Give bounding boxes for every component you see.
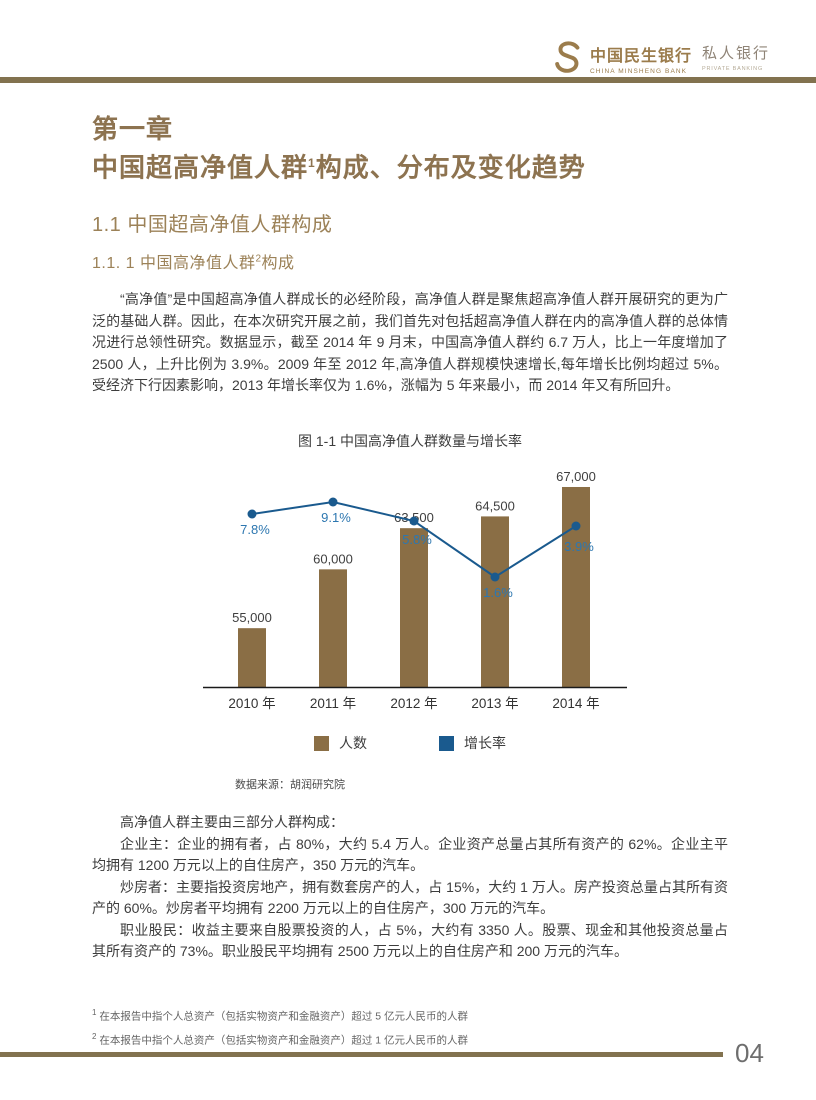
division-name: 私人银行 PRIVATE BANKING <box>702 42 770 72</box>
x-tick-label: 2014 年 <box>552 696 599 711</box>
body-text: 高净值人群主要由三部分人群构成： 企业主：企业的拥有者，占 80%，大约 5.4… <box>92 812 728 963</box>
intro-paragraph: “高净值”是中国超高净值人群成长的必经阶段，高净值人群是聚焦超高净值人群开展研究… <box>92 291 728 393</box>
chapter-number: 第一章 <box>92 114 174 144</box>
bank-name: 中国民生银行 CHINA MINSHENG BANK <box>590 42 692 75</box>
page-number: 04 <box>735 1038 764 1068</box>
bar <box>400 528 428 687</box>
division-name-cn: 私人银行 <box>702 45 771 62</box>
bar-value-label: 55,000 <box>232 610 272 625</box>
body-paragraph: 企业主：企业的拥有者，占 80%，大约 5.4 万人。企业资产总量占其所有资产的… <box>92 835 728 874</box>
footer-rule <box>0 1052 723 1057</box>
subsection-pre: 1.1. 1 中国高净值人群 <box>92 255 256 272</box>
body-paragraph: 高净值人群主要由三部分人群构成： <box>120 814 344 830</box>
growth-label: 1.6% <box>483 585 513 600</box>
bar <box>319 569 347 687</box>
footnotes: 1 在本报告中指个人总资产（包括实物资产和金融资产）超过 5 亿元人民币的人群 … <box>92 1003 468 1050</box>
footnote-marker: 2 <box>92 1031 97 1041</box>
footnote-text: 在本报告中指个人总资产（包括实物资产和金融资产）超过 1 亿元人民币的人群 <box>99 1034 469 1046</box>
body-paragraph: 职业股民：收益主要来自股票投资的人，占 5%，大约有 3350 人。股票、现金和… <box>92 921 728 960</box>
subsection-post: 构成 <box>261 255 295 272</box>
chapter-title-post: 构成、分布及变化趋势 <box>315 152 586 183</box>
x-tick-label: 2010 年 <box>228 696 275 711</box>
growth-label: 9.1% <box>321 510 351 525</box>
chart-legend: 人数 增长率 <box>92 733 728 753</box>
bar-swatch-icon <box>314 735 329 751</box>
bank-emblem-icon <box>552 40 584 74</box>
x-tick-label: 2012 年 <box>390 696 437 711</box>
section-heading: 1.1 中国超高净值人群构成 <box>92 214 333 236</box>
chapter-title: 第一章 中国超高净值人群1构成、分布及变化趋势 <box>92 112 586 185</box>
subsection-footnote-ref: 2 <box>255 253 262 265</box>
footnote: 2 在本报告中指个人总资产（包括实物资产和金融资产）超过 1 亿元人民币的人群 <box>92 1027 468 1051</box>
growth-label: 7.8% <box>240 522 270 537</box>
legend-item-line: 增长率 <box>439 733 506 753</box>
header-rule <box>0 77 816 83</box>
legend-label-bar: 人数 <box>339 735 367 751</box>
bank-name-en: CHINA MINSHENG BANK <box>590 68 688 75</box>
legend-item-bar: 人数 <box>314 733 367 753</box>
growth-dot <box>409 516 419 526</box>
footnote-marker: 1 <box>92 1008 97 1017</box>
data-source-note: 数据来源：胡润研究院 <box>235 779 345 791</box>
bank-name-cn: 中国民生银行 <box>590 48 693 65</box>
chapter-footnote-ref: 1 <box>308 156 316 170</box>
growth-label: 3.9% <box>564 539 594 554</box>
growth-chart-svg: 55,00060,00063,50064,50067,0007.8%9.1%5.… <box>203 469 627 711</box>
bar-value-label: 67,000 <box>556 469 596 484</box>
figure-caption: 图 1-1 中国高净值人群数量与增长率 <box>297 433 522 449</box>
bar-value-label: 64,500 <box>475 498 515 513</box>
body-paragraph: 炒房者：主要指投资房地产，拥有数套房产的人，占 15%，大约 1 万人。房产投资… <box>92 878 728 917</box>
x-tick-label: 2011 年 <box>310 696 356 711</box>
growth-dot <box>247 509 257 519</box>
chapter-title-pre: 中国超高净值人群 <box>92 152 309 183</box>
growth-dot <box>328 497 338 507</box>
growth-dot <box>490 572 500 582</box>
bank-logo: 中国民生银行 CHINA MINSHENG BANK 私人银行 PRIVATE … <box>552 40 770 75</box>
bar <box>481 516 509 687</box>
x-tick-label: 2013 年 <box>471 696 518 711</box>
footnote-text: 在本报告中指个人总资产（包括实物资产和金融资产）超过 5 亿元人民币的人群 <box>99 1010 469 1023</box>
line-swatch-icon <box>439 735 454 751</box>
footnote: 1 在本报告中指个人总资产（包括实物资产和金融资产）超过 5 亿元人民币的人群 <box>92 1003 468 1027</box>
bar <box>238 628 266 687</box>
subsection-heading: 1.1. 1 中国高净值人群2构成 <box>92 249 295 273</box>
division-name-en: PRIVATE BANKING <box>702 66 764 72</box>
growth-label: 5.8% <box>402 532 432 547</box>
growth-dot <box>571 521 581 531</box>
legend-label-line: 增长率 <box>464 735 506 751</box>
bar <box>562 486 590 687</box>
bar-value-label: 60,000 <box>313 551 353 566</box>
